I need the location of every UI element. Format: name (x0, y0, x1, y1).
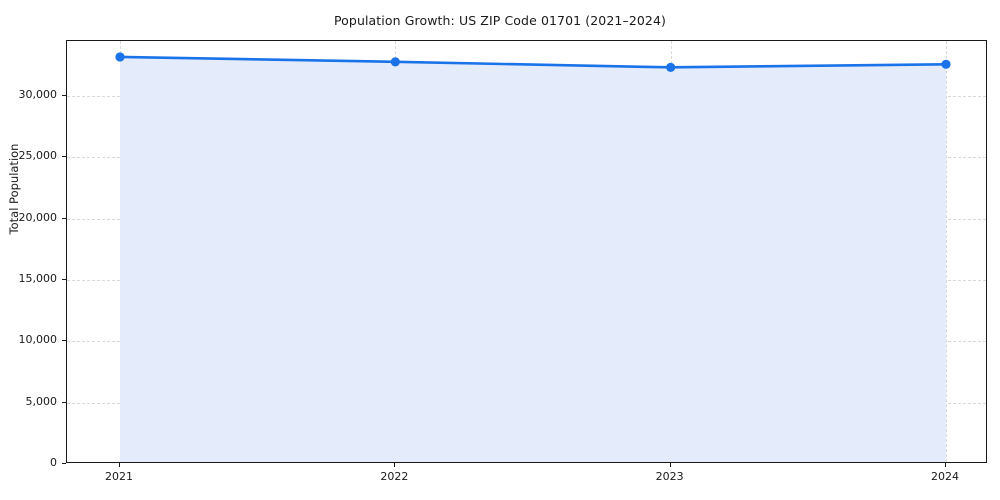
y-tick-mark (62, 156, 66, 158)
y-tick-mark (62, 401, 66, 403)
y-tick-label: 15,000 (18, 272, 58, 286)
area-fill (120, 56, 946, 462)
chart-title: Population Growth: US ZIP Code 01701 (20… (333, 13, 667, 28)
data-point-marker[interactable]: 2023: 32,350 (666, 62, 676, 72)
y-tick-mark (62, 340, 66, 342)
y-tick-label: 30,000 (18, 88, 58, 102)
y-tick-mark (62, 95, 66, 97)
x-tick-mark (394, 463, 396, 467)
y-tick-label: 5,000 (25, 394, 58, 408)
gridline-vertical (946, 41, 947, 462)
y-tick-label: 25,000 (18, 149, 58, 163)
data-point-marker[interactable]: 2022: 32,800 (390, 57, 400, 67)
data-point-marker[interactable]: 2024: 32,600 (941, 59, 951, 69)
plot-area: 2021: 33,200 2022: 32,800 2023: 32,350 2024… (66, 40, 987, 463)
y-tick-mark (62, 217, 66, 219)
y-tick-label: 20,000 (18, 210, 58, 224)
data-point-marker[interactable]: 2021: 33,200 (115, 52, 125, 62)
x-tick-label: 2023 (655, 470, 684, 483)
y-axis-label: Total Population (7, 143, 21, 235)
y-tick-label: 0 (50, 456, 57, 469)
x-tick-mark (945, 463, 946, 467)
x-tick-label: 2024 (931, 470, 959, 483)
y-tick-mark (62, 463, 66, 464)
x-tick-label: 2022 (380, 470, 409, 483)
x-tick-label: 2021 (105, 470, 133, 483)
y-tick-label: 10,000 (18, 333, 58, 347)
series-line (118, 55, 948, 69)
population-line-series: 2021: 33,200 2022: 32,800 2023: 32,350 2024… (115, 52, 951, 462)
x-tick-mark (669, 463, 671, 467)
y-tick-mark (62, 279, 66, 281)
x-tick-mark (119, 463, 120, 467)
